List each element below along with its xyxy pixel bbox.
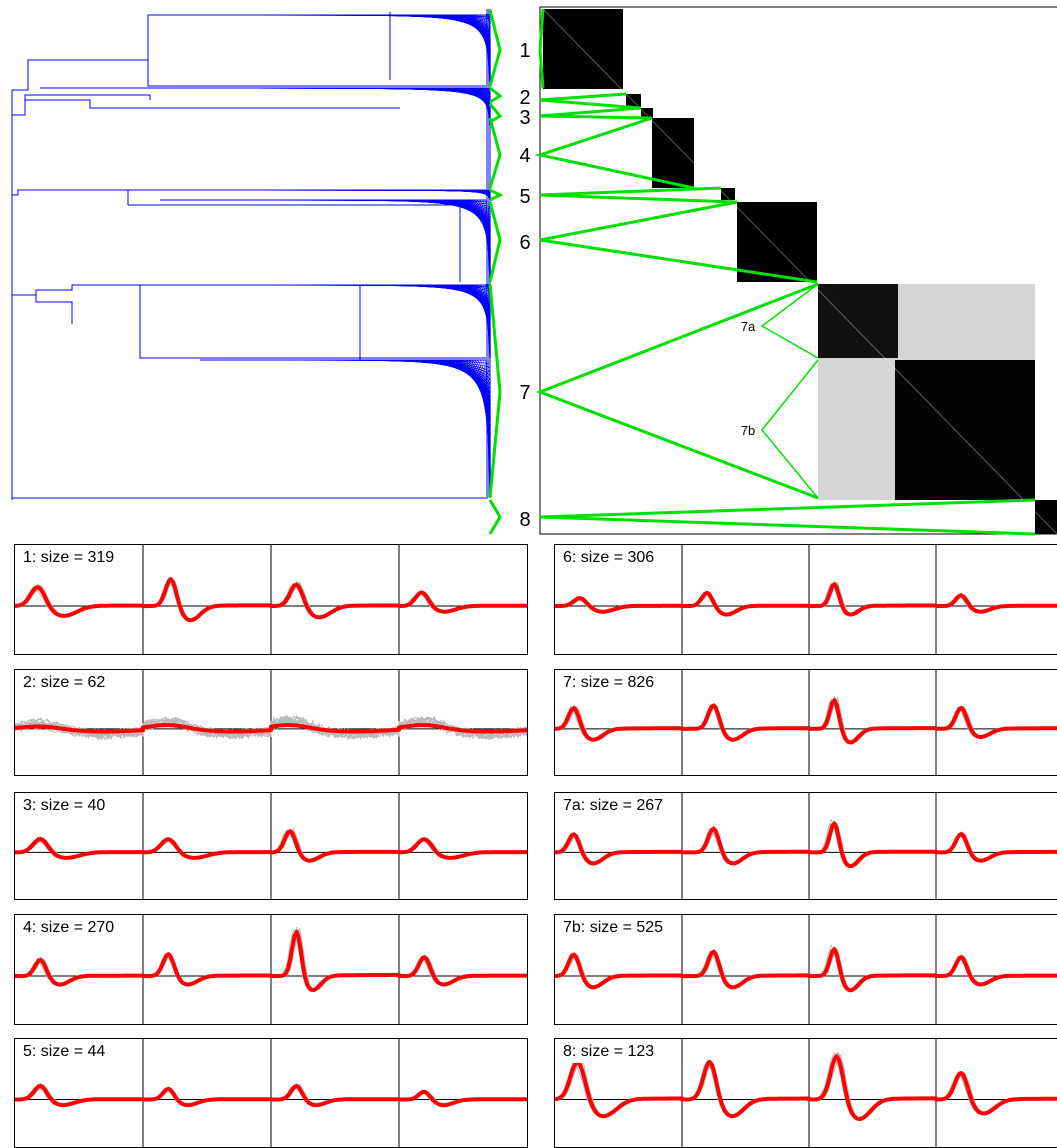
- dendrogram-branch: [12, 95, 150, 115]
- dendrogram-branch: [128, 205, 460, 282]
- waveform-panel-4: 4: size = 270: [14, 914, 528, 1025]
- dendrogram: [12, 10, 491, 500]
- spike-trace: [555, 1060, 1057, 1120]
- dendrogram-leaf: [395, 285, 490, 312]
- waveform-panel-7b: 7b: size = 525: [554, 914, 1057, 1025]
- cluster-bracket: [490, 88, 500, 102]
- dendrogram-leaf: [412, 360, 490, 418]
- dendrogram-leaf: [428, 285, 491, 325]
- cluster-label: 5: [519, 186, 530, 208]
- matrix-block: [737, 202, 817, 282]
- panel-title: 3: size = 40: [23, 797, 109, 817]
- panel-title: 6: size = 306: [563, 549, 658, 569]
- cluster-label: 2: [519, 87, 530, 109]
- dendrogram-branch: [25, 100, 400, 108]
- cluster-label: 7: [519, 382, 530, 404]
- cluster-label: 8: [519, 509, 530, 531]
- spike-trace: [555, 1057, 1057, 1120]
- matrix-block: [652, 118, 694, 188]
- dendrogram-branch: [140, 285, 490, 358]
- waveform-panel-2: 2: size = 62: [14, 669, 528, 776]
- spike-trace: [555, 1060, 1057, 1119]
- dendrogram-leaf: [431, 360, 490, 434]
- cluster-label: 3: [519, 107, 530, 129]
- dendrogram-branch: [12, 285, 140, 295]
- waveform-panel-6: 6: size = 306: [554, 544, 1057, 655]
- dendrogram-leaf: [424, 200, 490, 245]
- dendrogram-leaf: [429, 200, 490, 247]
- spike-trace: [555, 1053, 1057, 1120]
- waveform-panel-3: 3: size = 40: [14, 792, 528, 900]
- spike-trace: [555, 1059, 1057, 1119]
- panel-title: 5: size = 44: [23, 1043, 109, 1063]
- waveform-panel-8: 8: size = 123: [554, 1038, 1057, 1148]
- waveform-panel-7a: 7a: size = 267: [554, 792, 1057, 900]
- subcluster-label: 7b: [741, 423, 755, 438]
- similarity-matrix: [540, 7, 1057, 534]
- dendrogram-leaf: [422, 15, 490, 54]
- waveform-panel-5: 5: size = 44: [14, 1038, 528, 1148]
- cluster-bracket: [490, 202, 500, 282]
- waveform-panel-7: 7: size = 826: [554, 669, 1057, 776]
- panel-title: 7a: size = 267: [563, 797, 667, 817]
- panel-title: 2: size = 62: [23, 674, 109, 694]
- panel-title: 1: size = 319: [23, 549, 118, 569]
- mean-waveform: [555, 824, 1057, 867]
- dendrogram-leaf: [427, 360, 490, 430]
- mean-waveform: [555, 1057, 1057, 1120]
- cluster-label: 4: [519, 145, 530, 167]
- dendrogram-leaf: [401, 360, 490, 410]
- panel-title: 7: size = 826: [563, 674, 658, 694]
- cluster-bracket: [490, 500, 500, 534]
- dendrogram-branch: [36, 295, 72, 324]
- panel-title: 8: size = 123: [563, 1043, 658, 1063]
- subcluster-label: 7a: [741, 319, 756, 334]
- panel-title: 4: size = 270: [23, 919, 118, 939]
- dendrogram-branch: [140, 285, 360, 290]
- matrix-block: [1035, 500, 1057, 534]
- spike-trace: [555, 1059, 1057, 1120]
- matrix-block: [818, 284, 898, 358]
- dendrogram-leaf: [389, 200, 490, 230]
- dendrogram-branch: [12, 190, 128, 205]
- cluster-label: 1: [519, 40, 530, 62]
- mean-waveform: [555, 700, 1057, 742]
- panel-title: 7b: size = 525: [563, 919, 667, 939]
- cluster-bracket: [490, 284, 500, 498]
- mean-waveform: [555, 584, 1057, 614]
- cluster-bracket: [490, 118, 500, 188]
- dendrogram-branch: [148, 15, 490, 86]
- dendrogram-branch: [12, 15, 148, 90]
- waveform-panel-1: 1: size = 319: [14, 544, 528, 655]
- cluster-bracket: [490, 10, 500, 86]
- mean-waveform: [555, 949, 1057, 990]
- cluster-bracket: [490, 190, 500, 200]
- spike-trace: [555, 1059, 1057, 1119]
- cluster-label: 6: [519, 232, 530, 254]
- matrix-block: [895, 360, 1035, 500]
